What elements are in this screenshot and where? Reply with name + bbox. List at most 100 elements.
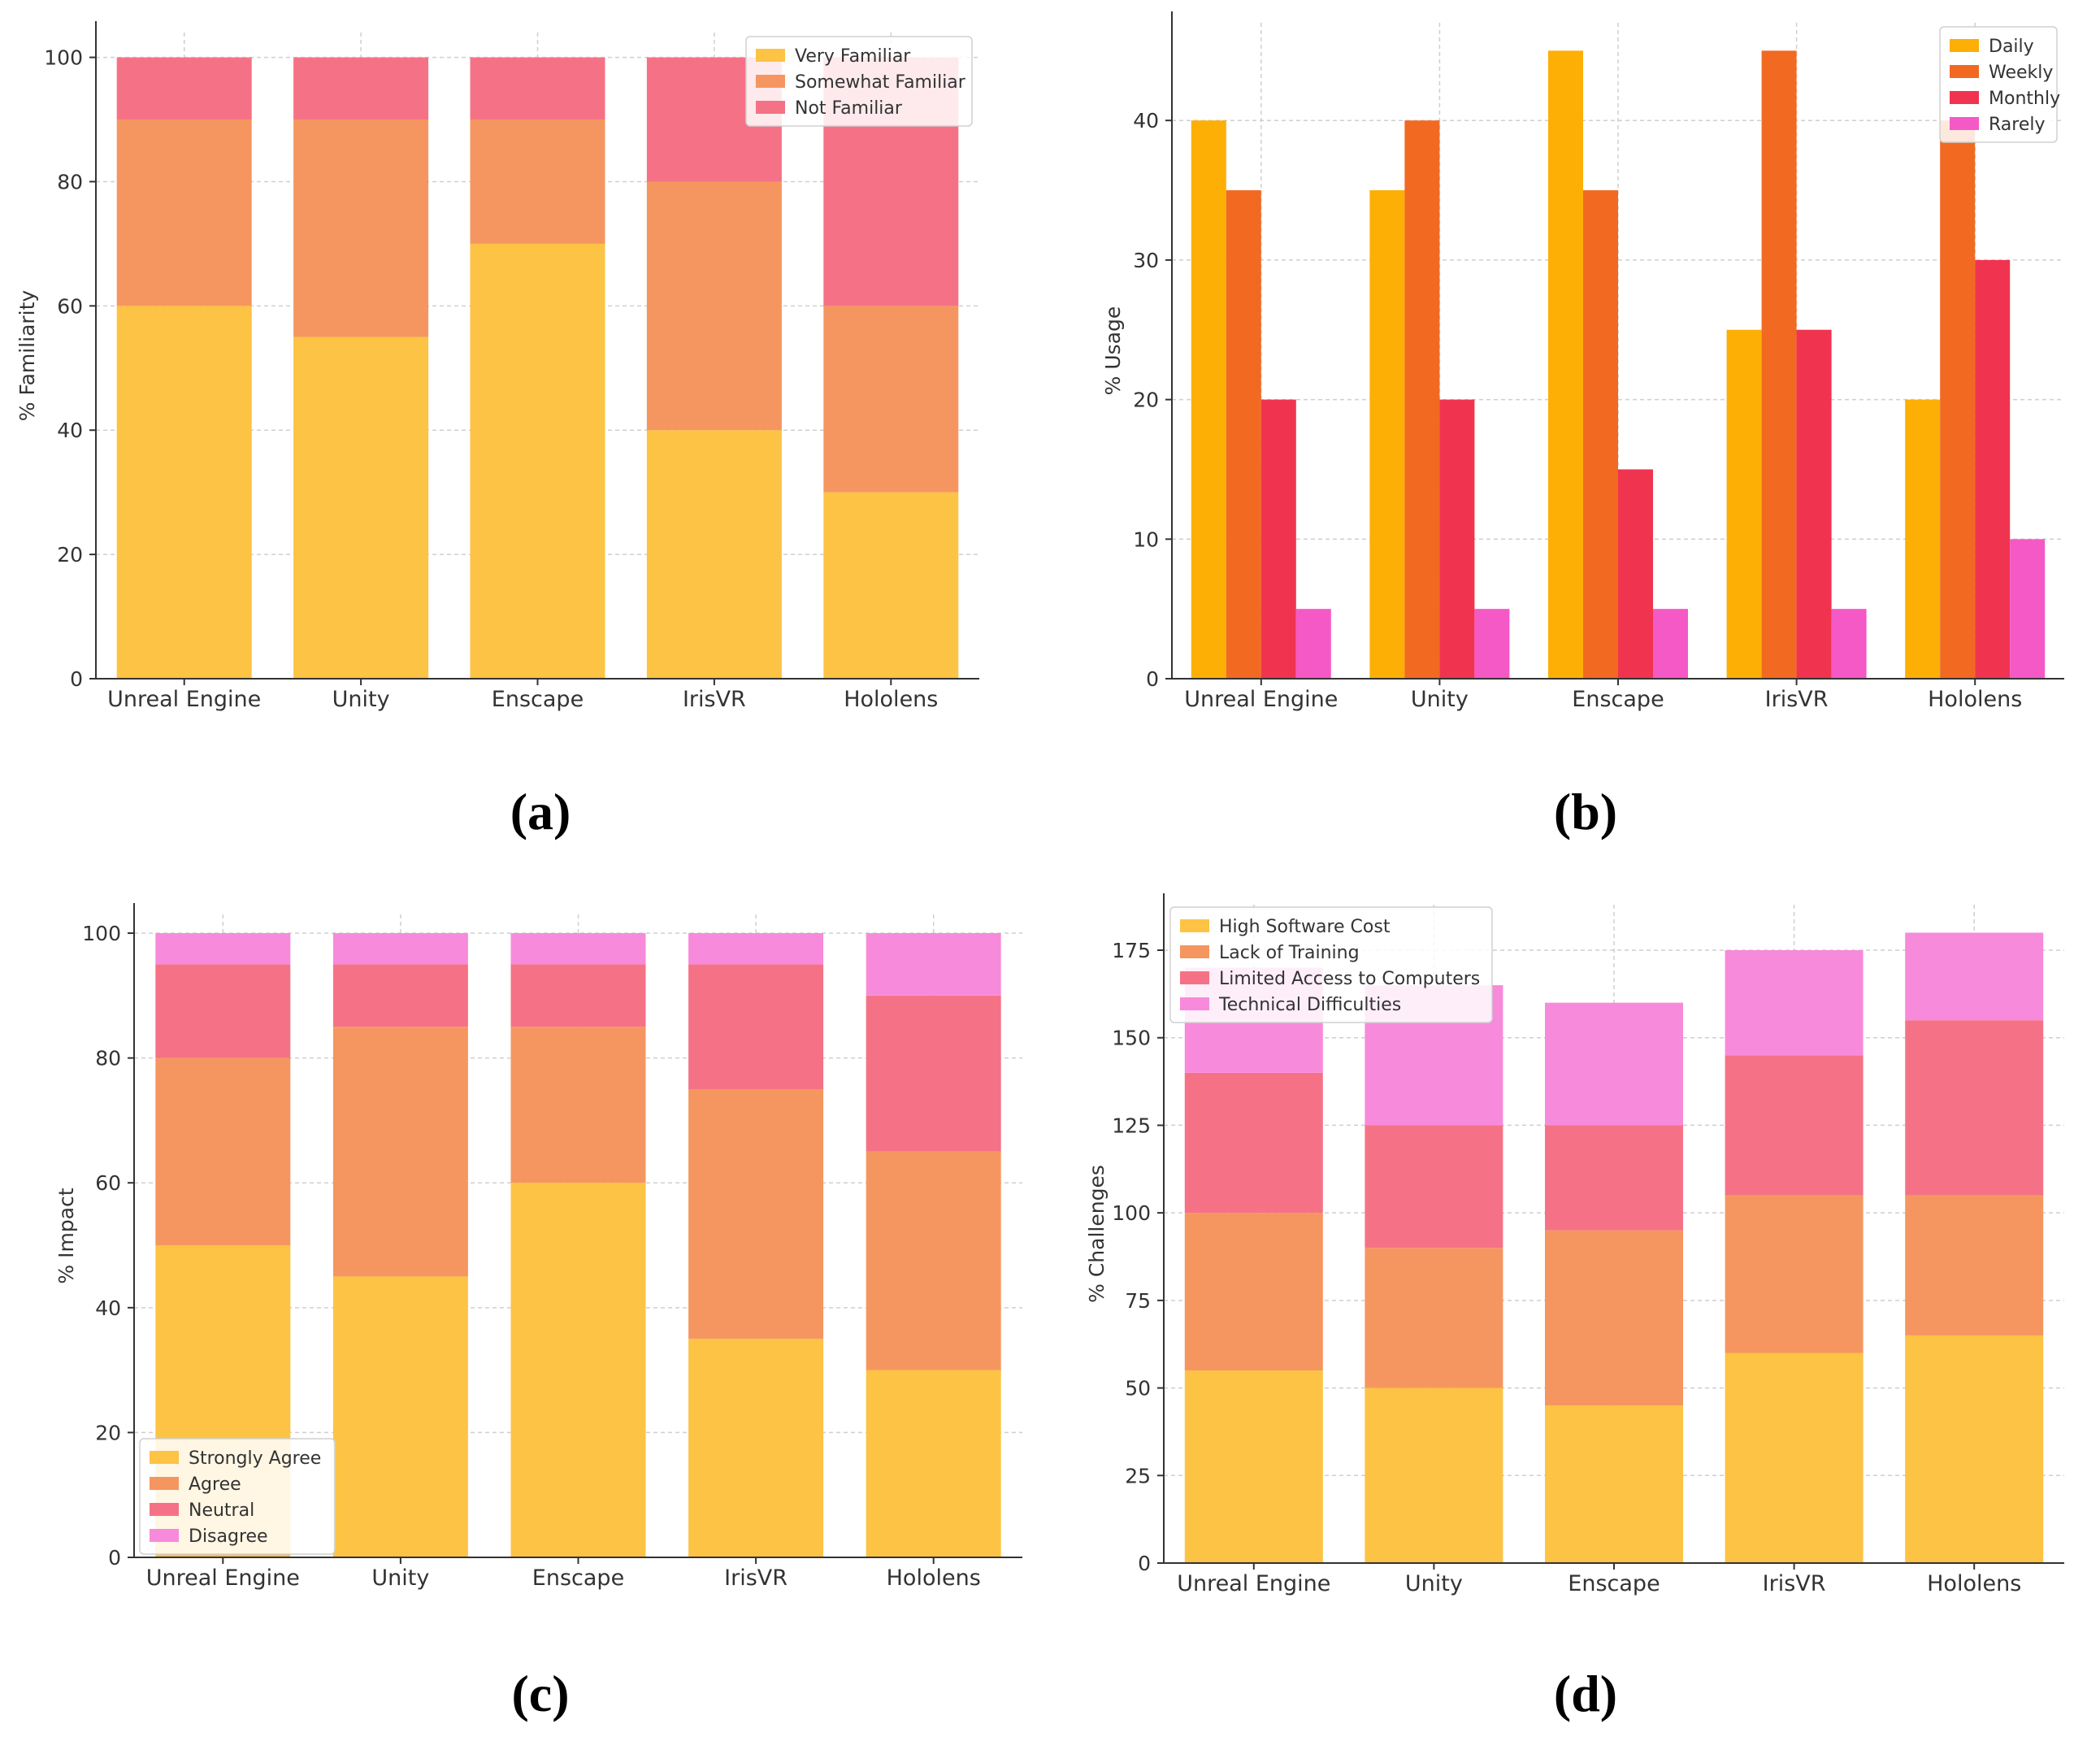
legend-entry: Daily xyxy=(1989,37,2034,57)
y-tick-label: 100 xyxy=(44,46,83,70)
y-tick-label: 100 xyxy=(82,922,121,945)
bar xyxy=(1653,609,1688,679)
x-tick-label: Hololens xyxy=(844,687,938,712)
legend-swatch xyxy=(756,49,785,62)
bar xyxy=(1940,120,1976,680)
bar-segment xyxy=(688,1089,824,1340)
x-tick-label: Hololens xyxy=(1927,1571,2021,1596)
y-axis-label: % Familiarity xyxy=(15,290,39,422)
legend-box xyxy=(745,36,973,127)
y-tick-label: 40 xyxy=(57,419,83,442)
bar-segment xyxy=(1545,1405,1683,1563)
bar-segment xyxy=(1184,1213,1323,1371)
bar-segment xyxy=(688,964,824,1090)
panel-label: (b) xyxy=(1554,783,1617,840)
bar-segment xyxy=(1545,1230,1683,1406)
x-tick-label: Enscape xyxy=(492,687,584,712)
legend-swatch xyxy=(1950,39,1979,52)
bar xyxy=(1474,609,1510,679)
bar-segment xyxy=(332,933,468,965)
y-tick-label: 20 xyxy=(57,543,83,567)
bar-segment xyxy=(116,57,252,120)
bar-segment xyxy=(1905,1195,2044,1335)
x-tick-label: Unity xyxy=(371,1565,429,1591)
y-tick-label: 30 xyxy=(1133,249,1159,272)
bar-segment xyxy=(332,1276,468,1557)
legend-entry: Technical Difficulties xyxy=(1218,995,1401,1015)
panel-label: (c) xyxy=(511,1665,569,1722)
bar-segment xyxy=(470,243,605,680)
y-tick-label: 150 xyxy=(1112,1027,1151,1050)
bar xyxy=(1905,399,1941,679)
bar-segment xyxy=(332,1027,468,1277)
chart-panel-2: 0 10 20 30 40 Unreal Engine Unity Enscape IrisVR… xyxy=(1101,11,2064,840)
bar xyxy=(1191,120,1226,680)
bar xyxy=(1975,259,2011,679)
y-tick-label: 0 xyxy=(70,667,83,691)
x-tick-label: IrisVR xyxy=(683,687,746,712)
y-tick-label: 75 xyxy=(1125,1289,1151,1313)
bar-segment xyxy=(155,1057,291,1246)
legend: Daily Weekly Monthly Rarely xyxy=(1939,26,2060,143)
legend-swatch xyxy=(150,1503,179,1516)
bar xyxy=(1831,609,1867,679)
bar-segment xyxy=(293,337,429,679)
y-tick-label: 40 xyxy=(95,1296,121,1320)
bar-segment xyxy=(1365,1248,1503,1388)
y-tick-label: 125 xyxy=(1112,1114,1151,1137)
bar xyxy=(1618,469,1653,679)
legend-swatch xyxy=(150,1529,179,1542)
panel-label: (a) xyxy=(510,783,571,840)
legend-entry: High Software Cost xyxy=(1219,917,1391,937)
bar-segment xyxy=(293,57,429,120)
y-axis-label: % Impact xyxy=(54,1188,78,1283)
x-tick-label: Enscape xyxy=(1572,687,1664,712)
chart-panel-3: 0 20 40 60 80 100 Unreal Engine Unity Enscape Iri… xyxy=(54,903,1022,1722)
y-tick-label: 40 xyxy=(1133,109,1159,132)
legend-swatch xyxy=(1180,945,1209,958)
bar xyxy=(1404,120,1440,680)
bar-segment xyxy=(1725,1055,1864,1196)
legend-entry: Lack of Training xyxy=(1219,943,1360,963)
legend-swatch xyxy=(150,1451,179,1464)
bar-segment xyxy=(823,306,959,493)
y-tick-label: 25 xyxy=(1125,1464,1151,1487)
legend-entry: Agree xyxy=(189,1474,241,1495)
bar xyxy=(1761,50,1797,679)
bar-segment xyxy=(510,964,646,1027)
bar xyxy=(1583,190,1618,680)
bar xyxy=(1439,399,1475,679)
y-tick-label: 80 xyxy=(57,170,83,193)
legend-swatch xyxy=(1950,91,1979,104)
legend-entry: Strongly Agree xyxy=(189,1448,321,1469)
bar-segment xyxy=(470,119,605,244)
bar-segment xyxy=(510,933,646,965)
bar-segment xyxy=(1905,932,2044,1021)
legend-box xyxy=(1169,906,1493,1023)
bar-segment xyxy=(866,933,1001,996)
bar xyxy=(1260,399,1296,679)
bar xyxy=(1726,329,1762,679)
bar-segment xyxy=(155,964,291,1058)
legend-box xyxy=(139,1438,336,1555)
legend-swatch xyxy=(756,101,785,114)
bar xyxy=(2010,539,2046,679)
y-tick-label: 10 xyxy=(1133,528,1159,551)
bar-segment xyxy=(1365,1387,1503,1563)
legend-entry: Disagree xyxy=(189,1526,268,1547)
bar-segment xyxy=(866,1370,1001,1557)
legend-swatch xyxy=(1180,997,1209,1010)
bar xyxy=(1548,50,1583,679)
bar xyxy=(1295,609,1331,679)
legend-swatch xyxy=(1950,117,1979,130)
chart-panel-4: 0 25 50 75 100 125 150 175 Unreal Engine Unity Ens… xyxy=(1085,893,2064,1722)
legend-swatch xyxy=(1180,971,1209,984)
bar-segment xyxy=(688,933,824,965)
bar-segment xyxy=(646,430,782,679)
bar-segment xyxy=(510,1183,646,1557)
x-tick-label: Unity xyxy=(1405,1571,1463,1596)
bar-segment xyxy=(332,964,468,1027)
legend-box xyxy=(1939,26,2058,143)
bar xyxy=(1369,190,1405,680)
y-axis-label: % Challenges xyxy=(1085,1165,1109,1303)
